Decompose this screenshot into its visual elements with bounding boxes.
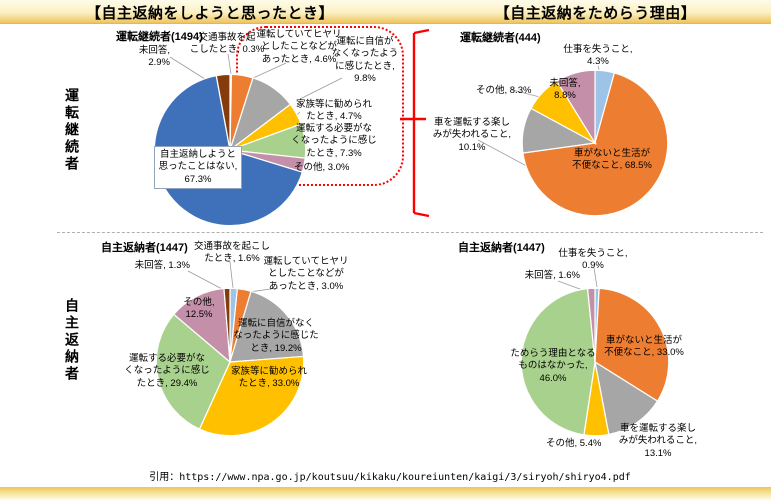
pie4-label-no-reason: ためらう理由となる ものはなかった, 46.0%	[510, 348, 596, 384]
pie-slice	[198, 355, 305, 437]
pie-slice	[155, 313, 231, 430]
left-section-title: 【自主返納をしようと思ったとき】	[85, 5, 334, 22]
pie1-label-family-advice: 家族等に勧められ たとき, 4.7%	[295, 99, 372, 123]
pie4-label-other: その他, 5.4%	[546, 438, 602, 449]
pie2-label-lose-fun: 車を運転する楽し みが失われること, 10.1%	[432, 117, 512, 153]
pie3-label-accident: 交通事故を起こし たとき, 1.6%	[193, 241, 270, 265]
pie4-label-lose-job: 仕事を失うこと, 0.9%	[558, 248, 628, 272]
footer-band	[0, 487, 771, 500]
pie3-label-family-advice: 家族等に勧められ たとき, 33.0%	[230, 366, 307, 390]
pie4-returnee-hesitate-reason	[520, 287, 670, 437]
pie4-label-no-answer: 未回答, 1.6%	[524, 270, 580, 281]
pie4-title: 自主返納者(1447)	[458, 242, 545, 254]
citation-text: 引用：https://www.npa.go.jp/koutsuu/kikaku/…	[149, 472, 631, 483]
pie2-label-other: その他, 8.3%	[476, 85, 532, 96]
pie1-label-accident: 交通事故を起 こしたとき, 0.3%	[189, 32, 265, 56]
pie4-label-inconvenient: 車がないと生活が 不便なこと, 33.0%	[604, 335, 684, 359]
pie1-label-no-need: 運転する必要がな くなったように感じ たとき, 7.3%	[291, 123, 377, 159]
row-divider	[57, 232, 763, 233]
pie-slice	[520, 287, 596, 436]
pie3-label-lost-confidence: 運転に自信がなく なったように感じた とき, 19.2%	[233, 318, 319, 354]
pie-slice	[594, 360, 659, 436]
pie-slice	[229, 290, 305, 363]
pie1-label-no-answer: 未回答, 2.9%	[138, 45, 170, 69]
header-band	[0, 0, 771, 24]
pie-slice	[555, 69, 596, 146]
pie2-label-lose-job: 仕事を失うこと, 4.3%	[563, 44, 633, 68]
pie3-title: 自主返納者(1447)	[101, 242, 188, 254]
row-label-continuing-drivers: 運転継続者	[64, 88, 80, 173]
pie1-label-lost-confidence: 運転に自信が なくなったよう に感じたとき, 9.8%	[331, 36, 399, 85]
pie3-label-no-need: 運転する必要がな くなったように感じ たとき, 29.4%	[124, 353, 210, 389]
pie-slice	[586, 287, 596, 363]
pie2-title: 運転継続者(444)	[460, 32, 541, 44]
pie1-label-near-miss: 運転していてヒヤリ としたことなどが あったとき, 4.6%	[256, 29, 342, 65]
pie-slice	[172, 287, 231, 364]
pie3-label-near-miss: 運転していてヒヤリ としたことなどが あったとき, 3.0%	[263, 256, 349, 292]
pie-slice	[215, 73, 231, 151]
pie-slice	[223, 287, 231, 363]
pie1-label-other: その他, 3.0%	[294, 162, 350, 173]
pie3-label-other: その他, 12.5%	[183, 297, 215, 321]
pie2-label-inconvenient: 車がないと生活が 不便なこと, 68.5%	[572, 148, 652, 172]
pie1-title: 運転継続者(1494)	[116, 31, 203, 43]
pie3-returnee-when-thought	[155, 287, 305, 437]
right-section-title: 【自主返納をためらう理由】	[494, 5, 697, 22]
pie4-label-lose-fun: 車を運転する楽し みが失われること, 13.1%	[618, 423, 698, 459]
pie1-label-never-thought: 自主返納しようと 思ったことはない, 67.3%	[154, 146, 242, 190]
red-bracket	[400, 28, 430, 218]
row-label-returnees: 自主返納者	[64, 298, 80, 383]
pie2-label-no-answer: 未回答, 8.8%	[549, 78, 581, 102]
pie3-label-no-answer: 未回答, 1.3%	[134, 260, 190, 271]
pie2-continuing-hesitate-reason	[521, 69, 669, 217]
